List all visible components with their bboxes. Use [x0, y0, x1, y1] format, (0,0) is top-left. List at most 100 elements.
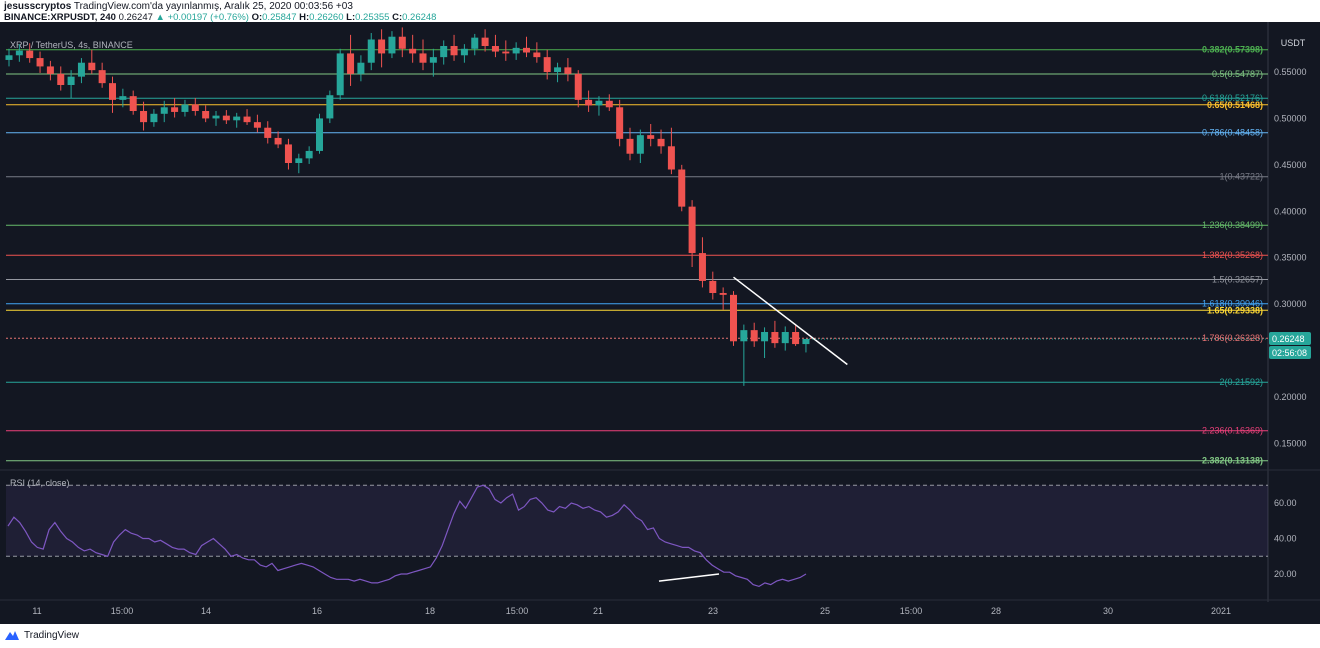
fib-level-label: 1.236(0.38499) [1202, 220, 1263, 230]
candle-body [5, 55, 13, 60]
candle-body [140, 111, 148, 123]
y-tick-label: 0.15000 [1274, 438, 1307, 448]
chart-background [0, 22, 1320, 624]
fib-level-label: 0.618(0.52176) [1202, 93, 1263, 103]
candle-body [688, 206, 696, 254]
fib-level-label: 1(0.43722) [1219, 172, 1263, 182]
candle-body [243, 116, 251, 123]
candle-body [295, 158, 303, 163]
candle-body [719, 293, 727, 295]
x-tick-label: 16 [312, 606, 322, 616]
fib-level-label: 0.382(0.57398) [1202, 45, 1263, 55]
fib-level-label: 1.786(0.26328) [1202, 333, 1263, 343]
low-value: 0.25355 [355, 12, 390, 23]
y-tick-label: 0.50000 [1274, 113, 1307, 123]
candle-body [512, 47, 520, 54]
currency-label: USDT [1281, 38, 1306, 48]
chart-header: jesusscryptos TradingView.com'da yayınla… [0, 0, 1320, 23]
candle-body [67, 76, 75, 85]
candle-body [171, 107, 179, 112]
price-chart[interactable]: XRP / TetherUS, 4s, BINANCE USDT 0.55000 0.… [0, 22, 1320, 624]
x-tick-label: 28 [991, 606, 1001, 616]
candle-body [429, 57, 437, 63]
candle-body [781, 332, 789, 344]
candle-body [336, 53, 344, 96]
candle-body [460, 48, 468, 56]
fib-level-label: 0.786(0.48458) [1202, 128, 1263, 138]
fib-level-label: 1.5(0.32657) [1212, 274, 1263, 284]
candle-body [502, 51, 510, 54]
candle-body [771, 332, 779, 344]
candle-body [440, 46, 448, 58]
x-tick-label: 23 [708, 606, 718, 616]
fib-level-label: 1.65(0.29338) [1207, 305, 1263, 315]
x-tick-label: 18 [425, 606, 435, 616]
candle-body [253, 122, 261, 128]
x-tick-label: 14 [201, 606, 211, 616]
publish-info: jesusscryptos TradingView.com'da yayınla… [4, 1, 353, 12]
candle-body [88, 62, 96, 71]
rsi-divergence-line [658, 573, 720, 582]
fib-level-label: 2.236(0.16369) [1202, 426, 1263, 436]
author-name[interactable]: jesusscryptos [4, 1, 72, 12]
current-price: 0.26247 [118, 12, 153, 23]
fib-level-label: 0.5(0.54787) [1212, 69, 1263, 79]
rsi-label: RSI (14, close) [10, 478, 70, 488]
candle-body [595, 100, 603, 106]
ohlc-info: BINANCE:XRPUSDT, 240 0.26247 ▲ +0.00197 … [4, 12, 436, 23]
candle-body [636, 135, 644, 154]
chart-title: XRP / TetherUS, 4s, BINANCE [10, 40, 133, 50]
open-value: 0.25847 [262, 12, 297, 23]
high-label: H: [299, 12, 310, 23]
rsi-band-fill [6, 485, 1268, 557]
candle-body [367, 39, 375, 63]
y-tick-label: 0.20000 [1274, 392, 1307, 402]
x-tick-label: 11 [32, 606, 41, 616]
candle-body [533, 52, 541, 58]
candle-body [616, 107, 624, 139]
candle-body [222, 115, 230, 121]
candle-body [305, 150, 313, 159]
candle-body [802, 338, 810, 345]
tradingview-brand[interactable]: TradingView [24, 630, 80, 641]
candle-body [46, 66, 54, 74]
low-label: L: [346, 12, 356, 23]
fib-level-label: 1.618(0.30046) [1202, 299, 1263, 309]
candle-body [212, 115, 220, 119]
open-label: O: [251, 12, 263, 23]
x-tick-label: 2021 [1211, 606, 1231, 616]
x-tick-label: 15:00 [111, 606, 134, 616]
x-tick-label: 21 [593, 606, 603, 616]
rsi-tick-label: 60.00 [1274, 498, 1297, 508]
candle-body [740, 330, 748, 342]
fib-level-label: 1.382(0.35268) [1202, 250, 1263, 260]
candle-body [678, 169, 686, 207]
candle-body [160, 107, 168, 114]
candle-body [761, 332, 769, 342]
countdown-label: 02:56:08 [1272, 348, 1307, 358]
candle-body [274, 137, 282, 145]
candle-body [316, 118, 323, 151]
candle-body [471, 37, 479, 49]
candle-body [233, 116, 241, 121]
y-tick-label: 0.30000 [1274, 299, 1307, 309]
candle-body [792, 332, 800, 345]
candle-body [574, 73, 582, 100]
x-tick-label: 30 [1103, 606, 1113, 616]
candle-body [585, 99, 593, 106]
x-tick-label: 15:00 [506, 606, 529, 616]
candle-body [109, 83, 116, 100]
candle-body [398, 36, 406, 49]
candle-body [657, 138, 665, 147]
candle-body [202, 111, 210, 119]
y-tick-label: 0.45000 [1274, 160, 1307, 170]
candle-body [481, 37, 489, 46]
candle-body [284, 144, 292, 163]
candle-body [264, 127, 272, 138]
fib-level-label: 2.382(0.13138) [1202, 456, 1263, 466]
fib-level-label: 0.65(0.51468) [1207, 100, 1263, 110]
candle-body [491, 46, 499, 52]
candle-body [129, 96, 137, 111]
candle-body [150, 113, 158, 123]
candle-body [15, 50, 23, 56]
